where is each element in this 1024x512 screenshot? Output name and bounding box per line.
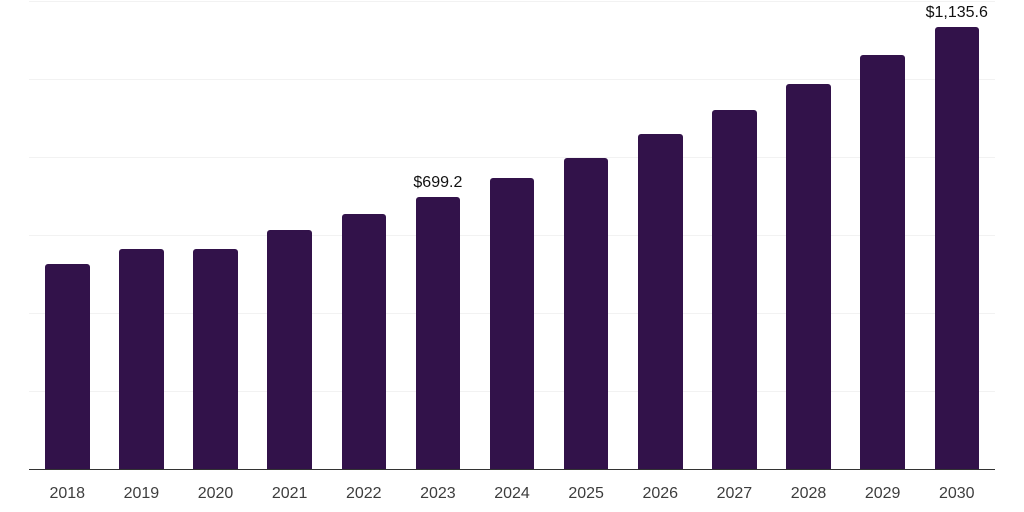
x-tick-label-2024: 2024 (494, 485, 530, 502)
bar-2025 (563, 157, 609, 470)
x-tick-label-2025: 2025 (568, 485, 604, 502)
bar-2029 (860, 55, 905, 470)
bar-2019 (119, 249, 164, 470)
x-tick-label-2021: 2021 (271, 485, 308, 502)
bar-value-label-2023: $699.2 (413, 174, 463, 192)
x-tick-label-2026: 2026 (642, 485, 679, 502)
bar-2024 (489, 177, 535, 470)
bar-2027 (712, 110, 757, 470)
bar-2022 (341, 213, 386, 470)
x-tick-label-2019: 2019 (123, 485, 160, 502)
plot-area: $699.2 $1,135.6 (29, 1, 995, 470)
bar-2028 (786, 83, 831, 470)
gridline-1200 (29, 1, 995, 2)
x-tick-label-2018: 2018 (49, 485, 86, 502)
bars: $699.2 $1,135.6 (29, 2, 995, 470)
x-tick-label-2027: 2027 (716, 485, 753, 502)
bar-2023: $699.2 (413, 174, 462, 470)
bar-2021 (267, 230, 312, 470)
gridline-1000 (29, 79, 995, 80)
bar-2030: $1,135.6 (926, 4, 988, 470)
x-tick-label-2022: 2022 (345, 485, 382, 502)
bar-2026 (638, 134, 683, 470)
gridline-800 (29, 157, 995, 159)
x-tick-label-2020: 2020 (197, 485, 234, 502)
x-tick-label-2023: 2023 (420, 485, 456, 502)
bar-2018 (45, 263, 90, 470)
x-axis-line (29, 468, 995, 470)
bar-2020 (193, 249, 238, 470)
x-tick-label-2028: 2028 (790, 485, 827, 502)
x-axis-tick-labels: 2018 2019 2020 2021 2022 2023 2024 2025 2026 2027… (29, 485, 995, 502)
bar-value-label-2030: $1,135.6 (925, 4, 988, 22)
x-tick-label-2030: 2030 (938, 485, 975, 502)
x-tick-label-2029: 2029 (864, 485, 901, 502)
